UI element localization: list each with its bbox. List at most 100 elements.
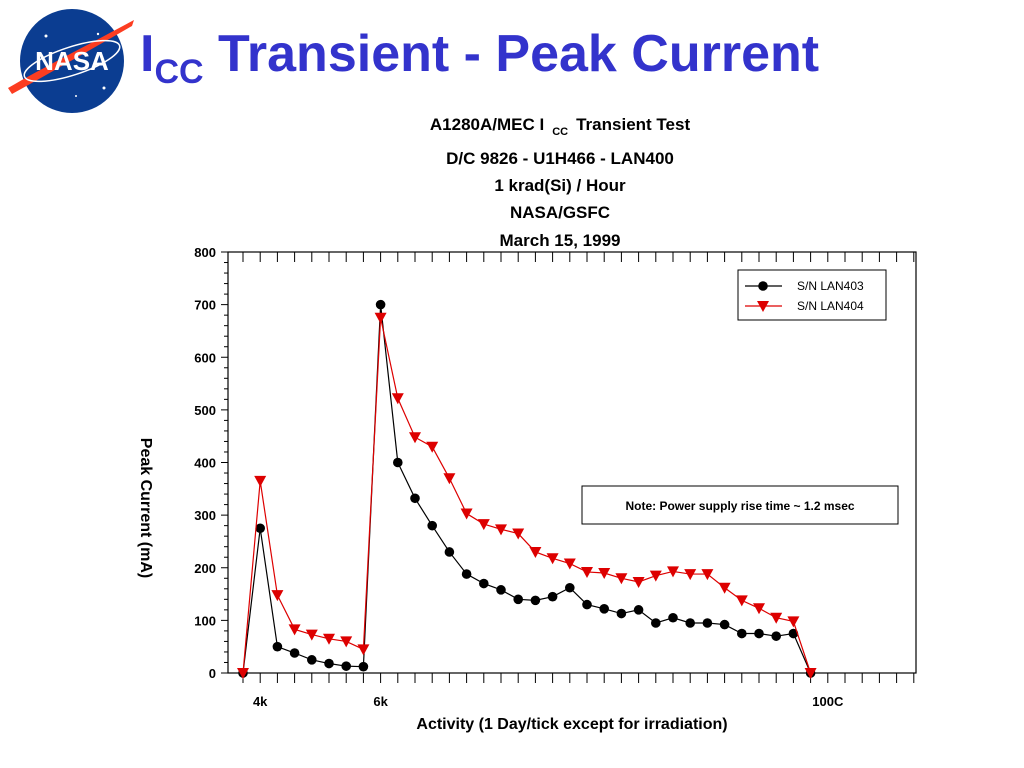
data-point xyxy=(374,312,387,324)
chart-title-line: March 15, 1999 xyxy=(500,231,621,250)
data-point xyxy=(443,473,456,485)
x-tick-label: 6k xyxy=(373,694,388,709)
data-point xyxy=(410,493,420,504)
slide-title-main: I xyxy=(140,25,155,83)
data-point xyxy=(254,475,267,487)
data-point xyxy=(289,648,300,658)
data-point xyxy=(271,590,284,602)
series-layer xyxy=(237,299,817,679)
x-tick-label: 100C xyxy=(812,694,844,709)
chart-title-text: NASA/GSFC xyxy=(510,203,610,222)
x-axis-tick-labels: 4k 6k 100C xyxy=(253,694,844,709)
axis-ticks xyxy=(221,251,915,683)
data-point xyxy=(804,668,817,679)
legend: S/N LAN403 S/N LAN404 xyxy=(737,269,887,321)
series-1 xyxy=(238,299,816,678)
data-point xyxy=(667,566,679,578)
data-point xyxy=(598,568,611,580)
data-point xyxy=(391,393,404,405)
data-point xyxy=(546,553,559,565)
data-point xyxy=(771,631,781,641)
data-point xyxy=(615,573,628,585)
data-point xyxy=(582,599,592,610)
data-point xyxy=(340,636,353,648)
data-point xyxy=(255,523,265,534)
data-point xyxy=(754,628,764,639)
data-point xyxy=(341,661,352,671)
data-point xyxy=(633,605,644,615)
data-point xyxy=(237,668,249,679)
data-point xyxy=(581,566,593,578)
chart-title-text: March 15, 1999 xyxy=(500,231,621,250)
series-2 xyxy=(237,312,817,679)
chart-title-text: 1 krad(Si) / Hour xyxy=(494,176,626,195)
data-point xyxy=(684,569,697,581)
y-tick-label: 0 xyxy=(209,666,216,681)
data-point xyxy=(357,644,370,656)
chart-title-line: A1280A/MEC I CC Transient Test xyxy=(430,115,691,138)
data-point xyxy=(324,658,334,669)
chart-title-line: NASA/GSFC xyxy=(510,203,610,222)
data-point xyxy=(616,608,627,619)
data-point xyxy=(426,441,439,453)
chart-title-line: D/C 9826 - U1H466 - LAN400 xyxy=(446,149,674,168)
data-point xyxy=(599,603,609,614)
y-tick-label: 100 xyxy=(194,613,216,628)
data-point xyxy=(651,618,661,628)
data-point xyxy=(409,432,421,444)
data-point xyxy=(272,641,283,652)
data-point xyxy=(444,547,455,557)
data-point xyxy=(547,591,558,602)
logo-vector-icon xyxy=(8,20,134,94)
data-point xyxy=(495,524,507,536)
data-point xyxy=(529,546,542,558)
data-point xyxy=(632,576,645,588)
chart-title-text: Transient Test xyxy=(576,115,690,134)
data-point xyxy=(530,595,541,606)
chart-title-line: 1 krad(Si) / Hour xyxy=(494,176,626,195)
plot-area xyxy=(227,251,917,674)
data-point xyxy=(719,619,730,630)
chart-title-subscript: CC xyxy=(552,126,568,138)
data-point xyxy=(496,585,506,595)
y-tick-label: 400 xyxy=(194,456,216,471)
data-point xyxy=(737,628,747,639)
data-point xyxy=(460,508,473,520)
data-point xyxy=(788,628,799,639)
data-point xyxy=(718,582,731,594)
data-point xyxy=(787,616,800,628)
series-line xyxy=(242,304,812,674)
data-point xyxy=(307,655,317,665)
y-axis-tick-labels: 0 100 200 300 400 500 600 700 800 xyxy=(194,245,216,681)
y-tick-label: 700 xyxy=(194,298,216,313)
legend-label: S/N LAN404 xyxy=(797,299,864,313)
data-point xyxy=(375,299,386,310)
chart-title-text: A1280A/MEC I xyxy=(430,115,544,134)
x-tick-label: 4k xyxy=(253,694,268,709)
data-point xyxy=(565,582,575,593)
data-point xyxy=(702,618,713,628)
data-point xyxy=(668,612,678,623)
legend-item: S/N LAN403 xyxy=(745,279,864,293)
data-point xyxy=(563,558,576,570)
data-point xyxy=(513,594,523,605)
data-point xyxy=(479,578,489,589)
slide-title-subscript: CC xyxy=(154,53,204,91)
data-point xyxy=(753,603,765,615)
data-point xyxy=(427,520,438,531)
nasa-logo: NASA xyxy=(8,9,134,113)
y-tick-label: 300 xyxy=(194,508,216,523)
data-point xyxy=(685,618,695,628)
logo-text: NASA xyxy=(35,46,109,76)
legend-marker xyxy=(757,301,769,312)
data-point xyxy=(358,661,369,672)
data-point xyxy=(305,629,318,641)
y-axis-label: Peak Current (mA) xyxy=(137,438,154,578)
legend-marker xyxy=(758,281,768,291)
slide-title: ICC Transient - Peak Current xyxy=(140,24,819,91)
note-box: Note: Power supply rise time ~ 1.2 msec xyxy=(581,485,899,525)
data-point xyxy=(477,519,490,531)
data-point xyxy=(770,612,783,624)
legend-label: S/N LAN403 xyxy=(797,279,864,293)
